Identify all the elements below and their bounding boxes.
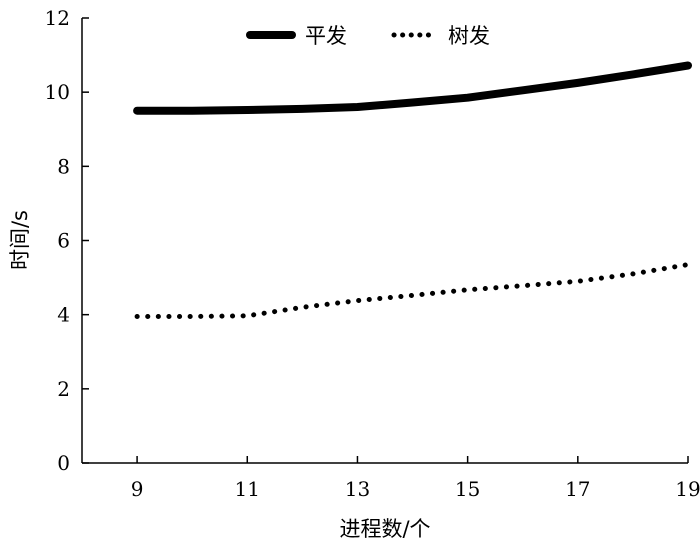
legend-label: 树发 — [448, 24, 490, 48]
x-tick-label: 11 — [235, 477, 260, 501]
x-tick-label: 17 — [565, 477, 590, 501]
y-tick-label: 4 — [57, 303, 70, 327]
y-tick-label: 8 — [57, 154, 70, 178]
y-tick-label: 2 — [57, 377, 70, 401]
series-line-dotted — [134, 262, 691, 319]
y-tick-label: 10 — [45, 80, 70, 104]
x-tick-label: 15 — [455, 477, 480, 501]
series-line-solid — [133, 61, 692, 115]
plot-frame — [81, 18, 688, 464]
y-tick-label: 12 — [45, 6, 70, 30]
legend: 平发 树发 — [246, 24, 490, 48]
y-tick-label: 0 — [57, 451, 70, 475]
x-tick-label: 9 — [131, 477, 144, 501]
x-ticks: 9 11 13 15 17 19 — [131, 456, 700, 501]
y-tick-label: 6 — [57, 229, 70, 253]
y-ticks: 0 2 4 6 8 10 12 — [45, 6, 89, 475]
y-axis-label: 时间/s — [8, 210, 32, 270]
legend-label: 平发 — [305, 24, 347, 48]
x-tick-label: 19 — [675, 477, 700, 501]
x-tick-label: 13 — [345, 477, 370, 501]
x-axis-label: 进程数/个 — [339, 517, 430, 541]
series-layer — [133, 61, 692, 319]
